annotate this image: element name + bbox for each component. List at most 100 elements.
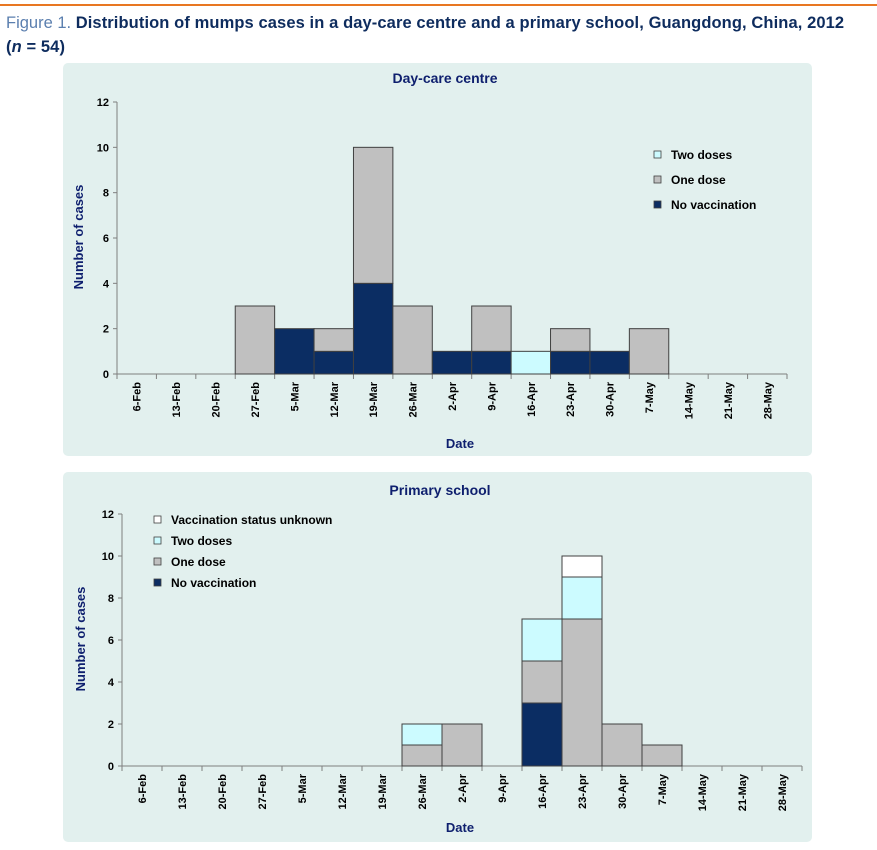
daycare-x-tick-label: 9-Apr [486, 381, 498, 410]
figure-title-text: Distribution of mumps cases in a day-car… [75, 14, 845, 32]
school-x-tick-label: 6-Feb [137, 774, 149, 804]
daycare-bar-segment [550, 328, 591, 352]
top-rule [0, 4, 877, 6]
daycare-y-tick-label: 8 [103, 188, 109, 200]
school-x-tick-label: 16-Apr [537, 773, 549, 809]
daycare-x-tick-label: 30-Apr [605, 381, 617, 417]
school-bar-segment [521, 618, 563, 662]
school-y-tick-label: 8 [108, 593, 114, 605]
school-y-tick-label: 4 [108, 677, 115, 689]
school-x-tick-label: 20-Feb [217, 774, 229, 810]
school-x-tick-label: 7-May [657, 773, 669, 805]
daycare-x-tick-label: 16-Apr [526, 381, 538, 417]
school-bar-segment [401, 723, 443, 746]
school-legend-swatch [153, 515, 162, 524]
school-bar-segment [521, 702, 563, 767]
daycare-x-tick-label: 2-Apr [447, 381, 459, 410]
school-x-tick-label: 2-Apr [457, 773, 469, 802]
daycare-x-tick-label: 13-Feb [171, 382, 183, 418]
school-y-tick-label: 2 [108, 719, 114, 731]
daycare-bar-segment [234, 305, 276, 375]
school-legend-swatch [153, 557, 162, 566]
school-y-axis-title: Number of cases [73, 587, 88, 692]
daycare-bar-segment [392, 305, 433, 375]
school-x-tick-label: 28-May [777, 773, 789, 811]
daycare-bar-segment [352, 146, 394, 284]
daycare-x-axis-title: Date [446, 436, 474, 451]
figure-n-symbol: n [11, 38, 22, 56]
daycare-bar-segment [352, 282, 394, 375]
daycare-chart: Day-care centre 0 2 4 6 8 10 12 6-Feb 13-Feb 20-Fe… [71, 70, 788, 451]
daycare-bar-segment [628, 328, 670, 375]
school-legend-label: One dose [171, 555, 226, 569]
school-x-tick-label: 21-May [737, 773, 749, 811]
school-x-tick-label: 14-May [697, 773, 709, 811]
daycare-x-tick-label: 5-Mar [289, 381, 301, 411]
school-x-tick-label: 5-Mar [297, 773, 309, 803]
daycare-bar-segment [471, 350, 512, 375]
daycare-x-tick-label: 19-Mar [368, 381, 380, 417]
daycare-x-tick-label: 28-May [762, 381, 774, 419]
daycare-bar-segment [313, 328, 354, 352]
daycare-legend-swatch [653, 200, 662, 209]
school-x-tick-label: 30-Apr [617, 773, 629, 809]
school-bar-segment [561, 576, 603, 620]
daycare-y-tick-label: 0 [103, 369, 109, 381]
daycare-bar-segment [274, 328, 315, 375]
school-bar-segment [401, 744, 443, 767]
school-legend-label: Two doses [171, 534, 232, 548]
school-x-tick-label: 12-Mar [337, 773, 349, 809]
daycare-x-tick-label: 6-Feb [132, 382, 144, 412]
school-bar-segment [561, 555, 603, 578]
figure-n-open: ( [6, 38, 12, 56]
daycare-legend-label: Two doses [671, 148, 732, 162]
figure-label: Figure 1. [6, 14, 72, 32]
school-x-tick-label: 27-Feb [257, 774, 269, 810]
daycare-legend-label: One dose [671, 173, 726, 187]
school-bar-segment [601, 723, 643, 767]
school-x-tick-label: 9-Apr [497, 773, 509, 802]
school-x-tick-label: 19-Mar [377, 773, 389, 809]
school-legend-swatch [153, 536, 162, 545]
daycare-x-tick-label: 27-Feb [250, 382, 262, 418]
school-chart-title: Primary school [389, 482, 490, 498]
daycare-y-tick-label: 10 [97, 142, 109, 154]
school-y-tick-label: 0 [108, 761, 114, 773]
school-bar-segment [441, 723, 483, 767]
daycare-x-tick-label: 7-May [644, 381, 656, 413]
school-legend-label: Vaccination status unknown [171, 513, 332, 527]
daycare-bar-segment [431, 350, 473, 375]
school-x-axis-title: Date [446, 820, 474, 835]
daycare-chart-title: Day-care centre [392, 70, 497, 86]
daycare-y-tick-label: 2 [103, 324, 109, 336]
daycare-legend-swatch [653, 175, 662, 184]
school-x-tick-label: 26-Mar [417, 773, 429, 809]
daycare-x-tick-label: 26-Mar [408, 381, 420, 417]
school-x-tick-label: 23-Apr [577, 773, 589, 809]
daycare-chart-panel: Day-care centre 0 2 4 6 8 10 12 6-Feb 13-Feb 20-Fe… [63, 63, 812, 456]
daycare-y-tick-label: 6 [103, 233, 109, 245]
school-chart-panel: Primary school 0 2 4 6 8 10 12 6-Feb 13-Feb 20-Feb… [63, 472, 812, 842]
school-bar-segment [561, 618, 603, 767]
school-chart: Primary school 0 2 4 6 8 10 12 6-Feb 13-Feb 20-Feb… [73, 482, 803, 835]
school-y-tick-label: 10 [102, 551, 114, 563]
daycare-bar-segment [550, 350, 591, 375]
school-legend-swatch [153, 578, 162, 587]
daycare-x-tick-label: 21-May [723, 381, 735, 419]
daycare-x-tick-label: 23-Apr [565, 381, 577, 417]
school-y-tick-label: 6 [108, 635, 114, 647]
daycare-bar-segment [589, 350, 630, 375]
school-bar-segment [521, 660, 563, 704]
school-bar-segment [641, 744, 683, 767]
figure-title: Figure 1. Distribution of mumps cases in… [6, 11, 872, 59]
school-y-tick-label: 12 [102, 509, 114, 521]
school-x-tick-label: 13-Feb [177, 774, 189, 810]
daycare-x-tick-label: 12-Mar [329, 381, 341, 417]
daycare-y-axis-title: Number of cases [71, 185, 86, 290]
daycare-bar-segment [313, 350, 354, 375]
school-legend-label: No vaccination [171, 576, 256, 590]
daycare-legend-swatch [653, 150, 662, 159]
figure-n-value: = 54) [21, 38, 66, 56]
daycare-x-tick-label: 20-Feb [211, 382, 223, 418]
daycare-y-tick-label: 4 [103, 278, 110, 290]
